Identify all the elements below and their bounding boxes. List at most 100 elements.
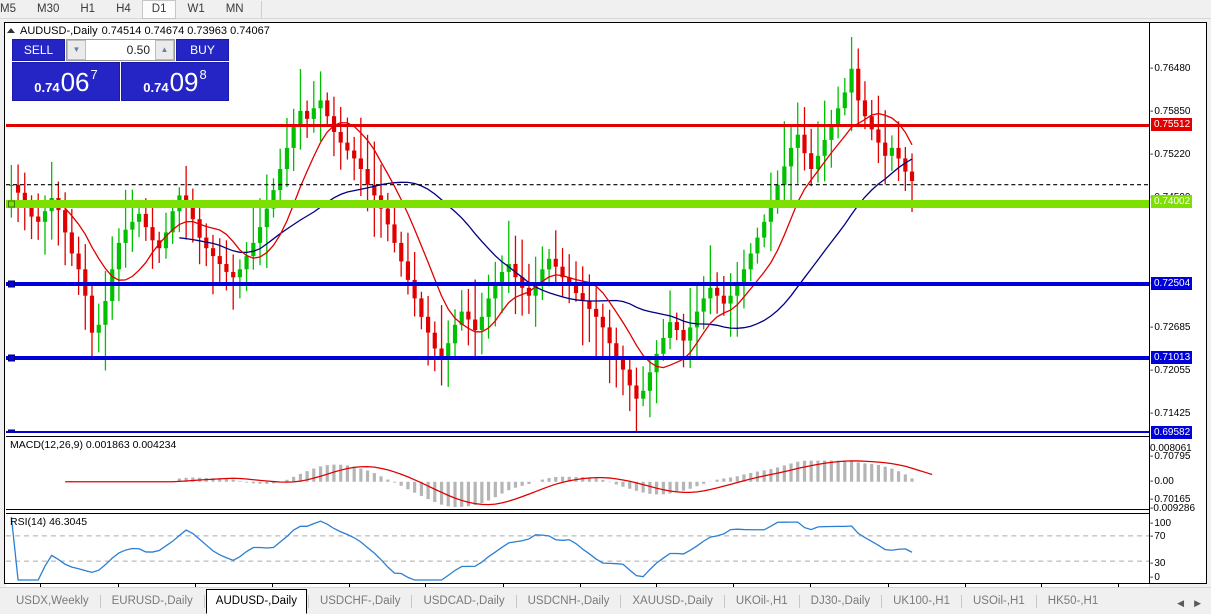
chart-ohlc-values: 0.74514 0.74674 0.73963 0.74067 bbox=[101, 24, 270, 37]
macd-indicator-pane[interactable]: MACD(12,26,9) 0.001863 0.004234 bbox=[6, 436, 1149, 510]
chart-tab-usdcnh-daily[interactable]: USDCNH-,Daily bbox=[527, 595, 610, 607]
collapse-triangle-icon[interactable] bbox=[7, 28, 15, 33]
volume-input[interactable]: 0.50 bbox=[86, 40, 155, 60]
price-level-label-green[interactable]: 0.74002 bbox=[1151, 195, 1193, 208]
timeframe-h1[interactable]: H1 bbox=[80, 2, 96, 15]
volume-stepper[interactable]: ▼ 0.50 ▲ bbox=[66, 39, 175, 61]
resistance-line-red[interactable] bbox=[6, 124, 1149, 127]
timeframe-mn[interactable]: MN bbox=[225, 2, 244, 15]
macd-tick: -0.009286 bbox=[1150, 503, 1196, 514]
chart-tab-usdx-weekly[interactable]: USDX,Weekly bbox=[16, 595, 89, 607]
timeframe-m30[interactable]: M30 bbox=[36, 2, 60, 15]
timeframe-d1[interactable]: D1 bbox=[141, 0, 177, 19]
timeframe-h4[interactable]: H4 bbox=[116, 2, 131, 15]
date-tick bbox=[40, 584, 42, 588]
date-tick bbox=[271, 584, 273, 588]
timeframe-m5[interactable]: M5 bbox=[0, 2, 16, 15]
date-tick bbox=[810, 584, 812, 588]
chevron-up-icon[interactable]: ▲ bbox=[155, 40, 174, 60]
chevron-down-icon[interactable]: ▼ bbox=[67, 40, 86, 60]
tab-divider bbox=[961, 595, 962, 608]
macd-series bbox=[65, 460, 933, 508]
trade-panel-price-row: 0.74 06 7 0.74 09 8 bbox=[12, 62, 229, 101]
rsi-label: RSI(14) 46.3045 bbox=[10, 516, 88, 528]
tab-scroll-controls[interactable]: ◀ ▶ bbox=[1167, 598, 1211, 614]
tab-divider bbox=[1035, 595, 1037, 608]
chart-tab-hk50-h1[interactable]: HK50-,H1 bbox=[1047, 595, 1099, 607]
buy-price-main: 09 bbox=[169, 66, 199, 97]
price-chart-pane[interactable] bbox=[6, 37, 1149, 433]
tab-divider bbox=[620, 595, 622, 608]
trade-panel-top-row: SELL ▼ 0.50 ▲ BUY bbox=[12, 39, 229, 61]
date-tick bbox=[887, 584, 889, 588]
price-level-label-red[interactable]: 0.75512 bbox=[1151, 118, 1193, 131]
rsi-indicator-pane[interactable]: RSI(14) 46.3045 bbox=[6, 513, 1149, 583]
price-tick: -0.72055 bbox=[1150, 365, 1191, 376]
rsi-tick: -100 bbox=[1150, 518, 1172, 529]
rsi-tick: -0 bbox=[1150, 572, 1160, 583]
support-line-green[interactable] bbox=[6, 200, 1149, 208]
one-click-trade-panel[interactable]: SELL ▼ 0.50 ▲ BUY 0.74 06 7 0.74 09 8 bbox=[12, 39, 229, 101]
date-tick bbox=[349, 584, 351, 588]
macd-tick: 0.008061 bbox=[1150, 443, 1192, 454]
chart-header: AUDUSD-,Daily 0.74514 0.74674 0.73963 0.… bbox=[7, 24, 270, 37]
chart-tab-dj30-daily[interactable]: DJ30-,Daily bbox=[810, 595, 871, 607]
chart-tab-ukoil-h1[interactable]: UKOil-,H1 bbox=[735, 595, 788, 607]
date-tick bbox=[1041, 584, 1043, 588]
tab-divider bbox=[515, 595, 517, 608]
sell-price-main: 06 bbox=[60, 66, 90, 97]
tab-divider bbox=[99, 595, 101, 608]
buy-button[interactable]: BUY bbox=[176, 39, 229, 61]
price-level-label-blue[interactable]: 0.71013 bbox=[1151, 351, 1193, 364]
price-level-label-blue[interactable]: 0.72504 bbox=[1151, 277, 1193, 290]
price-tick: -0.76480 bbox=[1150, 63, 1191, 74]
support-line-blue-mid[interactable] bbox=[6, 354, 1149, 362]
support-line-blue-upper[interactable] bbox=[6, 280, 1149, 288]
sell-button[interactable]: SELL bbox=[12, 39, 65, 61]
rsi-series bbox=[6, 516, 1149, 581]
rsi-tick: -30 bbox=[1150, 558, 1166, 569]
date-tick bbox=[1118, 584, 1120, 588]
tab-divider bbox=[411, 595, 413, 608]
date-tick bbox=[194, 584, 196, 588]
price-tick: -0.75220 bbox=[1150, 149, 1191, 160]
tab-divider bbox=[203, 595, 205, 608]
chart-tab-bar: USDX,Weekly EURUSD-,Daily AUDUSD-,Daily USD… bbox=[0, 587, 1211, 614]
date-tick bbox=[579, 584, 581, 588]
support-line-blue-lower[interactable] bbox=[6, 429, 1149, 433]
chart-tab-audusd-daily[interactable]: AUDUSD-,Daily bbox=[205, 589, 307, 614]
date-tick bbox=[425, 584, 427, 588]
chart-tab-xauusd-daily[interactable]: XAUUSD-,Daily bbox=[632, 595, 713, 607]
rsi-tick: -70 bbox=[1150, 531, 1166, 542]
sell-price-prefix: 0.74 bbox=[34, 80, 60, 95]
sell-price-fraction: 7 bbox=[90, 67, 98, 82]
date-tick bbox=[656, 584, 658, 588]
triangle-right-icon[interactable]: ▶ bbox=[1194, 598, 1201, 608]
chart-symbol-label: AUDUSD-,Daily bbox=[20, 24, 98, 37]
buy-price-fraction: 8 bbox=[199, 67, 207, 82]
chart-window[interactable]: AUDUSD-,Daily 0.74514 0.74674 0.73963 0.… bbox=[4, 22, 1207, 601]
timeframe-toolbar: M5 M30 H1 H4 D1 W1 MN bbox=[0, 0, 1211, 19]
tab-divider bbox=[881, 595, 883, 608]
triangle-left-icon[interactable]: ◀ bbox=[1177, 598, 1185, 608]
tab-divider bbox=[798, 595, 800, 608]
price-scale-axis[interactable]: -0.76480-0.75850-0.75220-0.74590-0.73330… bbox=[1149, 23, 1206, 583]
date-tick bbox=[502, 584, 504, 588]
macd-label: MACD(12,26,9) 0.001863 0.004234 bbox=[10, 439, 177, 451]
chart-tab-eurusd-daily[interactable]: EURUSD-,Daily bbox=[111, 595, 193, 607]
timeframe-w1[interactable]: W1 bbox=[187, 2, 205, 15]
date-tick bbox=[118, 584, 120, 588]
sell-price-display[interactable]: 0.74 06 7 bbox=[12, 62, 120, 101]
tab-divider bbox=[307, 595, 309, 608]
chart-tab-uk100-h1[interactable]: UK100-,H1 bbox=[893, 595, 950, 607]
chart-tab-usdchf-daily[interactable]: USDCHF-,Daily bbox=[319, 595, 401, 607]
macd-tick: -0.00 bbox=[1150, 476, 1174, 487]
price-tick: -0.75850 bbox=[1150, 106, 1191, 117]
price-tick: -0.71425 bbox=[1150, 408, 1191, 419]
chart-tab-usoil-h1[interactable]: USOil-,H1 bbox=[973, 595, 1025, 607]
price-level-label-blue[interactable]: 0.69582 bbox=[1151, 426, 1193, 439]
date-tick bbox=[733, 584, 735, 588]
price-tick: -0.72685 bbox=[1150, 322, 1191, 333]
buy-price-display[interactable]: 0.74 09 8 bbox=[121, 62, 229, 101]
chart-tab-usdcad-daily[interactable]: USDCAD-,Daily bbox=[423, 595, 505, 607]
